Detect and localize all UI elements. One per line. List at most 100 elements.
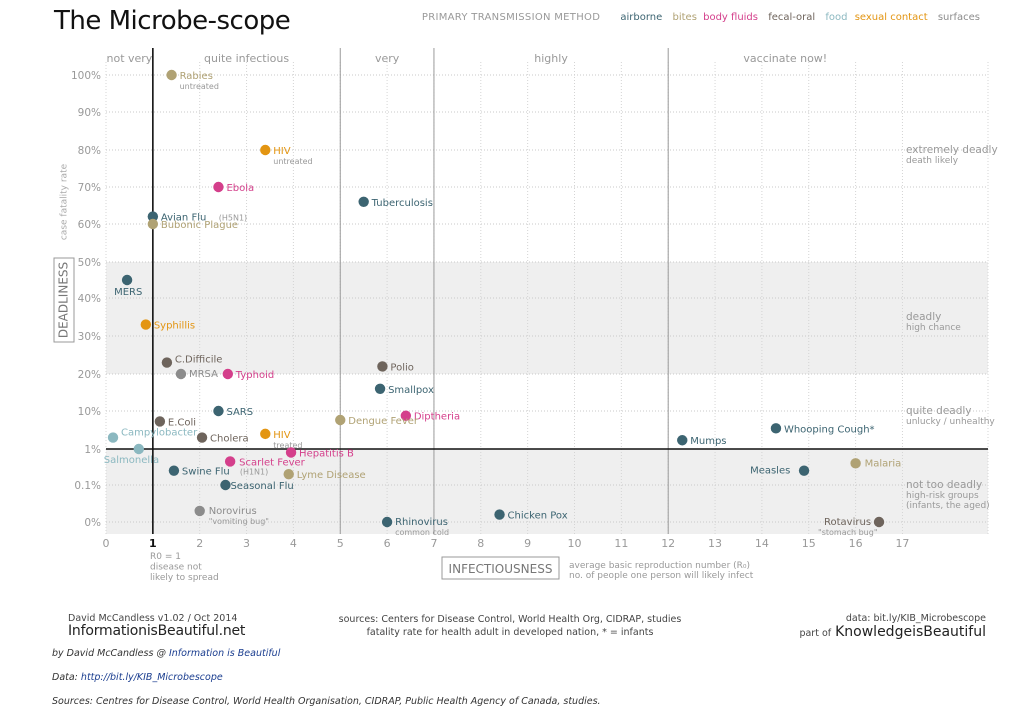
iib-link[interactable]: Information is Beautiful [168, 648, 281, 659]
x-tick-label: 12 [661, 537, 675, 550]
kib-brand: KnowledgeisBeautiful [835, 624, 986, 640]
r0-note-line: disease not [150, 563, 202, 573]
legend-title: PRIMARY TRANSMISSION METHOD [421, 12, 601, 23]
top-zone-label: not very [107, 52, 153, 65]
y-tick-label: 10% [78, 406, 101, 418]
point-rotavirus [873, 516, 885, 528]
right-zone-label: extremely deadly [906, 144, 998, 156]
point-mumps [677, 435, 688, 446]
x-tick-label: 13 [708, 537, 722, 550]
point-label: Polio [390, 362, 413, 373]
part-of-label: part of [799, 628, 832, 639]
data-link[interactable]: http://bit.ly/KIB_Microbescope [80, 672, 223, 683]
point-label: MRSA [189, 369, 218, 380]
x-tick-label: 1 [149, 537, 157, 550]
credit-by-prefix: by David McCandless @ [52, 648, 166, 659]
x-tick-label: 16 [849, 537, 863, 550]
point-label: Norovirus [209, 506, 257, 517]
kib-credit: part of KnowledgeisBeautiful [799, 624, 986, 640]
point-sublabel: (H5N1) [219, 214, 247, 223]
point-typhoid [222, 368, 234, 380]
point-swine-flu [168, 465, 180, 476]
sources-line-1: sources: Centers for Disease Control, Wo… [338, 614, 682, 625]
point-label: Salmonella [104, 455, 159, 466]
y-tick-label: 0.1% [74, 480, 101, 492]
right-zone-sublabel: death likely [906, 156, 959, 166]
point-smallpox [374, 383, 386, 394]
point-mers [121, 274, 133, 286]
point-avian-flu [147, 211, 159, 222]
point-label: Rabies [180, 71, 213, 82]
y-tick-label: 90% [78, 107, 101, 119]
point-label: HIV [273, 146, 290, 157]
y-tick-label: 40% [78, 293, 101, 305]
right-zone-label: deadly [906, 311, 941, 323]
point-norovirus [194, 505, 205, 517]
point-label: Cholera [210, 434, 249, 445]
top-zone-label: very [375, 52, 400, 65]
point-campylobacter [107, 432, 119, 443]
point-sublabel: untreated [273, 157, 312, 166]
legend-item-airborne: airborne [620, 12, 663, 23]
y-tick-label: 30% [78, 331, 101, 343]
y-axis-label-box [53, 257, 75, 343]
point-label: Seasonal Flu [230, 481, 293, 492]
point-label: Measles [750, 466, 790, 477]
point-label: Typhoid [235, 370, 274, 381]
x-tick-label: 4 [290, 537, 297, 550]
y-tick-label: 1% [84, 444, 101, 456]
legend-item-surfaces: surfaces [937, 12, 980, 23]
credit-data: Data: http://bit.ly/KIB_Microbescope [52, 672, 223, 683]
y-axis-sublabel: case fatality rate [60, 163, 70, 240]
y-tick-label: 20% [78, 369, 101, 381]
point-whooping-cough- [770, 423, 782, 434]
x-axis-sublabel-2: no. of people one person will likely inf… [569, 571, 754, 581]
right-zone-label: quite deadly [906, 405, 972, 417]
point-hiv [260, 144, 271, 156]
point-label: E.Coli [168, 417, 196, 428]
y-tick-label: 0% [84, 517, 101, 529]
point-rhinovirus [381, 516, 393, 528]
point-label: HIV [273, 430, 290, 441]
point-lyme-disease [283, 468, 294, 480]
point-sublabel: (H1N1) [240, 468, 268, 477]
top-zone-label: vaccinate now! [743, 52, 827, 65]
x-tick-label: 11 [614, 537, 628, 550]
point-label: C.Difficile [175, 355, 223, 366]
point-tuberculosis [358, 196, 369, 207]
x-tick-label: 14 [755, 537, 769, 550]
sources-line-2: fatality rate for health adult in develo… [366, 627, 654, 638]
point-label: Syphillis [154, 321, 195, 332]
y-tick-label: 80% [78, 145, 101, 157]
point-label: Diptheria [414, 412, 460, 423]
point-label: Malaria [865, 458, 902, 469]
point-polio [377, 361, 388, 372]
point-syphillis [140, 319, 152, 330]
point-diptheria [400, 410, 412, 421]
x-tick-label: 8 [477, 537, 484, 550]
point-malaria [850, 458, 861, 469]
point-label: Avian Flu [161, 213, 206, 224]
credit-data-prefix: Data: [52, 672, 78, 683]
point-label: Scarlet Fever [239, 457, 306, 468]
credit-by: by David McCandless @ Information is Bea… [52, 648, 280, 659]
point-sublabel: untreated [180, 82, 219, 91]
point-mrsa [175, 368, 187, 380]
point-label: Whooping Cough* [784, 424, 875, 435]
point-sublabel: "stomach bug" [818, 528, 878, 537]
point-label: Chicken Pox [508, 511, 568, 522]
point-label: Hepatitis B [299, 448, 354, 459]
x-axis-label: INFECTIOUSNESS [449, 562, 553, 576]
x-tick-label: 0 [103, 537, 110, 550]
r0-note-line: R0 = 1 [150, 552, 181, 562]
point-measles [798, 465, 810, 476]
point-sublabel: "vomiting bug" [209, 517, 269, 526]
r0-note-line: likely to spread [150, 573, 219, 583]
point-label: Bubonic Plague [161, 220, 238, 231]
legend-item-bites: bites [672, 12, 697, 23]
x-tick-label: 7 [430, 537, 437, 550]
x-tick-label: 17 [895, 537, 909, 550]
point-seasonal-flu [220, 479, 231, 491]
legend-item-food: food [825, 12, 848, 23]
x-axis-sublabel: average basic reproduction number (R₀) [569, 561, 750, 571]
